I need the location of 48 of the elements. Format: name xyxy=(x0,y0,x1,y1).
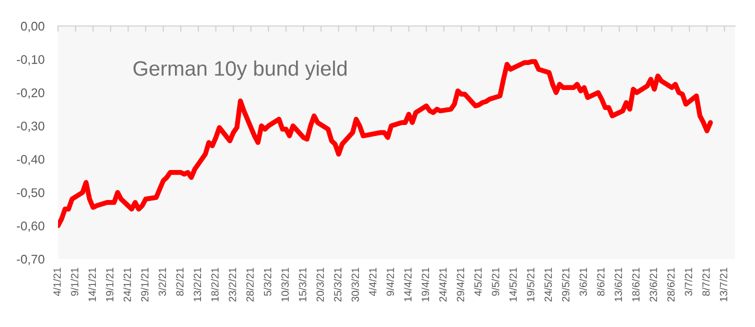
x-tick-label: 10/3/21 xyxy=(281,268,289,302)
x-tick-label: 4/5/21 xyxy=(474,268,482,296)
x-tick-label: 14/4/21 xyxy=(404,268,412,302)
x-tick-label: 30/3/21 xyxy=(351,268,359,302)
x-tick-label: 24/4/21 xyxy=(439,268,447,302)
x-tick-label: 3/7/21 xyxy=(684,268,692,296)
x-tick-label: 25/3/21 xyxy=(334,268,342,302)
x-tick-label: 13/2/21 xyxy=(193,268,202,302)
y-tick-label: -0,60 xyxy=(16,222,44,232)
x-tick-label: 8/7/21 xyxy=(702,268,710,296)
y-tick-label: -0,30 xyxy=(16,122,44,132)
x-tick-label: 19/4/21 xyxy=(421,268,430,302)
x-tick-label: 15/3/21 xyxy=(298,268,306,302)
x-tick-label: 28/6/21 xyxy=(667,268,675,302)
x-tick-label: 24/5/21 xyxy=(544,268,552,302)
x-tick-label: 8/6/21 xyxy=(596,268,604,296)
x-tick-label: 19/1/21 xyxy=(106,268,114,302)
y-tick-label: -0,10 xyxy=(16,55,44,66)
y-tick-label: -0,50 xyxy=(16,188,44,199)
x-tick-label: 9/5/21 xyxy=(492,268,500,296)
x-tick-label: 23/2/21 xyxy=(228,268,236,302)
x-tick-label: 14/1/21 xyxy=(88,268,96,302)
x-tick-label: 4/4/21 xyxy=(368,268,376,296)
x-tick-label: 23/6/21 xyxy=(649,268,658,302)
x-tick-label: 5/3/21 xyxy=(264,268,272,296)
text: German 10y bund yield xyxy=(134,60,347,80)
y-tick-label: 0,00 xyxy=(20,22,44,32)
x-tick-label: 28/2/21 xyxy=(246,268,254,302)
x-tick-label: 9/1/21 xyxy=(70,268,78,296)
x-tick-label: 19/5/21 xyxy=(526,268,534,302)
x-tick-label: 8/2/21 xyxy=(176,268,184,296)
x-tick-label: 3/6/21 xyxy=(579,268,587,296)
x-tick-label: 29/1/21 xyxy=(140,268,148,302)
x-tick-label: 24/1/21 xyxy=(123,268,131,302)
x-tick-label: 9/4/21 xyxy=(386,268,394,296)
x-tick-label: 4/1/21 xyxy=(53,268,61,296)
x-tick-label: 13/7/21 xyxy=(720,268,728,302)
x-tick-label: 18/6/21 xyxy=(632,268,640,302)
y-tick-label: -0,40 xyxy=(16,154,44,166)
x-tick-label: 29/4/21 xyxy=(456,268,464,302)
y-tick-label: -0,70 xyxy=(16,254,44,266)
x-tick-label: 13/6/21 xyxy=(614,268,622,302)
x-tick-label: 29/5/21 xyxy=(562,268,570,302)
x-tick-label: 3/2/21 xyxy=(158,268,166,296)
x-tick-label: 14/5/21 xyxy=(509,268,517,302)
x-tick-label: 18/2/21 xyxy=(210,268,219,302)
x-tick-label: 20/3/21 xyxy=(316,268,324,302)
y-tick-label: -0,20 xyxy=(16,88,44,99)
